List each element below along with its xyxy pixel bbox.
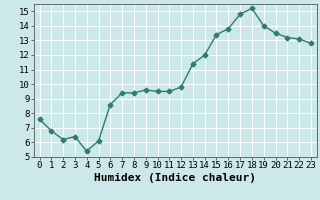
X-axis label: Humidex (Indice chaleur): Humidex (Indice chaleur)	[94, 173, 256, 183]
